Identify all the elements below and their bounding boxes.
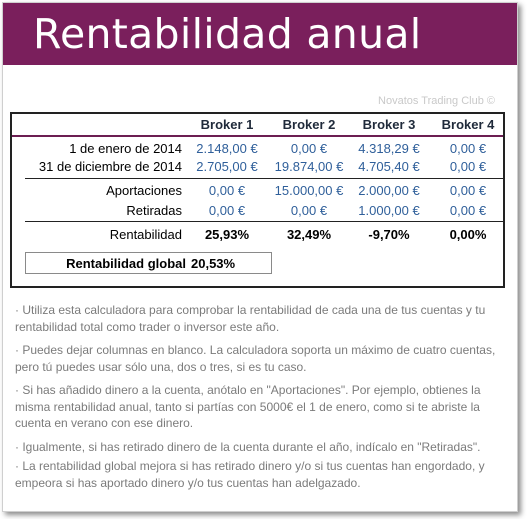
table-header: Broker 1 Broker 2 Broker 3 Broker 4 (12, 114, 503, 137)
note-item: · Si has añadido dinero a la cuenta, anó… (15, 383, 481, 430)
row-label-aportaciones: Aportaciones (106, 183, 182, 198)
row-label-start-date: 1 de enero de 2014 (69, 141, 182, 156)
column-header-broker-3: Broker 3 (362, 117, 416, 132)
cell-retir-broker-4[interactable]: 0,00 € (449, 203, 487, 218)
cell-rent-broker-4: 0,00% (449, 227, 487, 242)
cell-rent-broker-3: -9,70% (368, 227, 410, 242)
instructions: · Utiliza esta calculadora para comproba… (15, 302, 507, 498)
credit-text: Novatos Trading Club © (378, 95, 495, 107)
cell-end-broker-3[interactable]: 4.705,40 € (358, 159, 420, 174)
cell-aport-broker-4[interactable]: 0,00 € (449, 183, 487, 198)
cell-retir-broker-2[interactable]: 0,00 € (290, 203, 328, 218)
cell-aport-broker-3[interactable]: 2.000,00 € (358, 183, 420, 198)
cell-end-broker-4[interactable]: 0,00 € (449, 159, 487, 174)
cell-rent-broker-1: 25,93% (204, 227, 250, 242)
page-title: Rentabilidad anual (33, 10, 422, 58)
title-banner: Rentabilidad anual (3, 3, 517, 65)
column-header-broker-2: Broker 2 (282, 117, 336, 132)
divider-1 (25, 178, 503, 179)
cell-end-broker-1[interactable]: 2.705,00 € (196, 159, 258, 174)
global-return-value: 20,53% (191, 256, 236, 271)
divider-2 (25, 221, 503, 222)
note-item: · Utiliza esta calculadora para comproba… (15, 303, 486, 334)
row-label-end-date: 31 de diciembre de 2014 (38, 159, 182, 174)
global-return-label: Rentabilidad global (66, 256, 186, 271)
cell-rent-broker-2: 32,49% (286, 227, 332, 242)
cell-start-broker-2[interactable]: 0,00 € (290, 141, 328, 156)
cell-end-broker-2[interactable]: 19.874,00 € (274, 159, 344, 174)
cell-aport-broker-2[interactable]: 15.000,00 € (274, 183, 344, 198)
global-return-box: Rentabilidad global 20,53% (25, 252, 272, 274)
cell-start-broker-1[interactable]: 2.148,00 € (196, 141, 258, 156)
note-item: · Puedes dejar columnas en blanco. La ca… (15, 343, 496, 374)
note-item: · Igualmente, si has retirado dinero de … (15, 439, 481, 454)
row-label-rentabilidad: Rentabilidad (109, 227, 182, 242)
calculator-card: Rentabilidad anual Novatos Trading Club … (2, 2, 518, 512)
cell-retir-broker-1[interactable]: 0,00 € (208, 203, 246, 218)
column-header-broker-4: Broker 4 (441, 117, 495, 132)
note-item: · La rentabilidad global mejora si has r… (15, 459, 485, 490)
cell-aport-broker-1[interactable]: 0,00 € (208, 183, 246, 198)
broker-table: Broker 1 Broker 2 Broker 3 Broker 4 1 de… (10, 112, 505, 288)
cell-start-broker-4[interactable]: 0,00 € (449, 141, 487, 156)
column-header-broker-1: Broker 1 (200, 117, 254, 132)
row-label-retiradas: Retiradas (126, 203, 182, 218)
cell-start-broker-3[interactable]: 4.318,29 € (358, 141, 420, 156)
cell-retir-broker-3[interactable]: 1.000,00 € (358, 203, 420, 218)
